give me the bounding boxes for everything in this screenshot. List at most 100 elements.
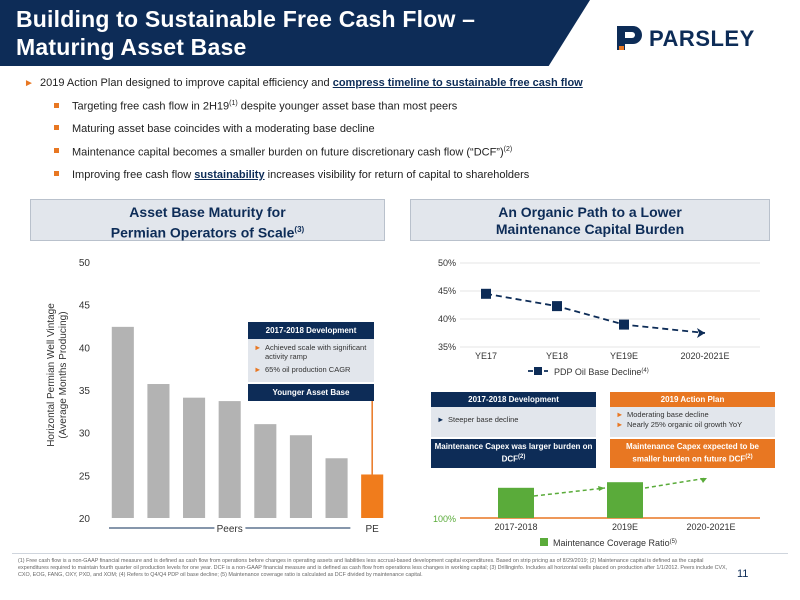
data-point	[481, 288, 491, 299]
footnote-text: (1) Free cash flow is a non-GAAP financi…	[18, 558, 728, 578]
box-body: ► Steeper base decline	[431, 407, 596, 437]
peer-bar	[325, 458, 348, 518]
dev-callout-footer: Younger Asset Base	[248, 384, 374, 401]
main-bullet-text: 2019 Action Plan designed to improve cap…	[40, 77, 333, 89]
dev-callout-header: 2017-2018 Development	[248, 322, 374, 339]
arrow-bullet-icon: ►	[254, 365, 262, 374]
pe-label: PE	[366, 524, 380, 535]
y-tick-label: 50	[79, 258, 91, 269]
box-item-text: Nearly 25% organic oil growth YoY	[627, 420, 743, 429]
page-number: 11	[737, 568, 749, 580]
square-bullet-icon	[54, 125, 59, 131]
title-band	[0, 0, 590, 66]
logo-mark-icon	[617, 26, 642, 50]
footnote-ref: (1)	[229, 100, 238, 107]
peer-bar	[254, 424, 277, 518]
arrow-bullet-icon: ►	[616, 410, 624, 419]
y-tick-label: 40%	[438, 314, 456, 324]
dev-callout-box: 2017-2018 Development ► Achieved scale wi…	[248, 322, 374, 401]
coverage-bar	[607, 482, 643, 518]
dev-callout-item: ► Achieved scale with significant activit…	[254, 343, 368, 361]
y-axis-label-line1: Horizontal Permian Well Vintage	[46, 303, 57, 447]
box-footer-text: Maintenance Capex was larger burden on D…	[434, 442, 593, 464]
sub-bullet-text: despite younger asset base than most pee…	[237, 100, 458, 113]
y-tick-label: 40	[79, 343, 91, 354]
base-decline-line-chart: 35% 40% 45% 50% YE17 YE18 YE19E 2020-2021E PDP O…	[438, 258, 760, 377]
peer-bar	[289, 435, 312, 518]
peer-bar	[147, 384, 170, 518]
y-tick-label: 35%	[438, 342, 456, 352]
x-tick-label: 2019E	[612, 522, 638, 532]
arrowhead-icon	[598, 486, 605, 491]
footnote-ref: (2)	[518, 454, 526, 460]
x-tick-label: 2020-2021E	[686, 522, 735, 532]
box-footer: Maintenance Capex expected to be smaller…	[610, 439, 775, 468]
peer-bar	[183, 397, 206, 518]
box-footer-text: Maintenance Capex expected to be smaller…	[626, 442, 759, 464]
sub-bullet-text: increases visibility for return of capit…	[264, 168, 530, 181]
sub-bullet: Improving free cash flow sustainability …	[54, 169, 784, 181]
peers-label: Peers	[217, 524, 243, 535]
box-header: 2017-2018 Development	[431, 392, 596, 407]
sub-bullet-emphasis: sustainability	[194, 168, 265, 181]
square-bullet-icon	[54, 170, 59, 176]
main-bullet-emphasis: compress timeline to sustainable free ca…	[332, 77, 583, 89]
box-item-text: Steeper base decline	[448, 415, 519, 424]
peer-bar	[111, 326, 134, 518]
dev-callout-text: Achieved scale with significant activity…	[265, 343, 367, 361]
dev-2017-2018-box: 2017-2018 Development ► Steeper base decl…	[431, 392, 596, 468]
legend-swatch	[540, 538, 548, 546]
left-section-title-line2: Permian Operators of Scale	[110, 224, 295, 241]
legend-label: Maintenance Coverage Ratio(5)	[553, 538, 677, 548]
footer-divider	[12, 553, 788, 554]
y-tick-label: 45%	[438, 286, 456, 296]
box-item: ► Moderating base decline	[616, 410, 769, 419]
sub-bullet-text: Maturing asset base coincides with a mod…	[72, 123, 375, 136]
legend-marker	[534, 367, 542, 375]
x-tick-label: 2017-2018	[494, 522, 537, 532]
coverage-ratio-bar-chart: 100% 2017-2018 2019E 2020-2021E Maintenance …	[433, 477, 760, 548]
main-bullet: ► 2019 Action Plan designed to improve c…	[24, 77, 784, 89]
sub-bullet: Maturing asset base coincides with a mod…	[54, 123, 784, 135]
slide-title-line1: Building to Sustainable Free Cash Flow –	[16, 6, 476, 32]
right-section-title-line1: An Organic Path to a Lower	[498, 204, 682, 220]
coverage-bar	[498, 487, 534, 518]
dev-callout-item: ► 65% oil production CAGR	[254, 365, 368, 374]
footnote-ref: (2)	[503, 145, 513, 153]
arrow-bullet-icon: ►	[437, 415, 445, 424]
y-tick-label: 50%	[438, 258, 456, 268]
y-tick-label: 35	[79, 386, 91, 397]
box-item: ► Nearly 25% organic oil growth YoY	[616, 420, 769, 429]
left-section-header: Asset Base Maturity for Permian Operator…	[30, 199, 385, 241]
sub-bullet-text: Targeting free cash flow in 2H19	[72, 100, 230, 113]
box-item-text: Moderating base decline	[627, 410, 709, 419]
company-logo: PARSLEY	[615, 24, 785, 54]
logo-text: PARSLEY	[649, 26, 755, 51]
data-point	[619, 319, 629, 330]
sub-bullet-text: Maintenance capital becomes a smaller bu…	[72, 146, 504, 159]
pe-bar	[361, 474, 384, 518]
trend-arrow-line	[533, 487, 606, 497]
slide-title-line2: Maturing Asset Base	[16, 34, 247, 60]
slide-header: Building to Sustainable Free Cash Flow –…	[0, 0, 800, 66]
y-tick-label: 45	[79, 301, 91, 312]
dev-callout-text: 65% oil production CAGR	[265, 365, 351, 374]
peer-bar	[218, 401, 241, 518]
data-point	[552, 301, 562, 312]
y-tick-label: 100%	[433, 514, 456, 524]
dev-callout-body: ► Achieved scale with significant activit…	[248, 339, 374, 382]
legend-label: PDP Oil Base Decline(4)	[554, 367, 649, 377]
arrow-bullet-icon: ►	[24, 78, 34, 89]
sub-bullet: Targeting free cash flow in 2H19(1) desp…	[54, 100, 784, 113]
y-tick-label: 30	[79, 429, 91, 440]
y-tick-label: 25	[79, 471, 91, 482]
left-section-title-line1: Asset Base Maturity for	[129, 204, 286, 220]
arrow-bullet-icon: ►	[616, 420, 624, 429]
footnote-ref: (2)	[745, 454, 753, 460]
box-item: ► Steeper base decline	[437, 415, 590, 424]
x-tick-label: YE19E	[610, 351, 638, 361]
x-tick-label: YE18	[546, 351, 568, 361]
box-footer: Maintenance Capex was larger burden on D…	[431, 439, 596, 468]
trend-arrow-line	[644, 477, 708, 489]
right-section-header: An Organic Path to a Lower Maintenance C…	[410, 199, 770, 241]
